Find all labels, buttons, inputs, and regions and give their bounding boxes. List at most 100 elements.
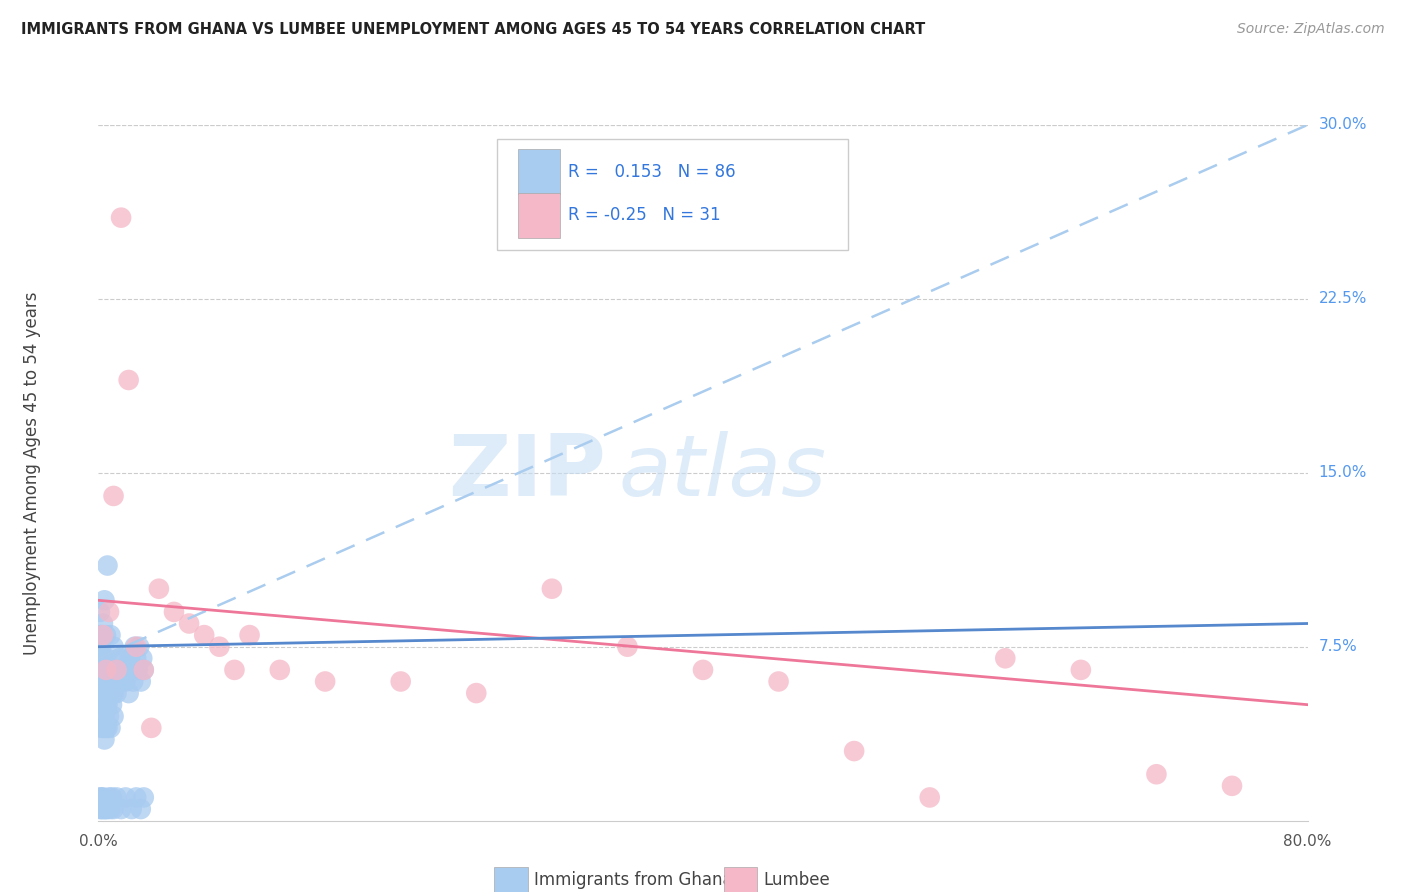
Point [121,663,143,677]
Text: ZIP: ZIP [449,431,606,515]
Text: 7.5%: 7.5% [1319,640,1357,654]
Point [94,674,117,689]
Point [89,802,111,816]
Text: IMMIGRANTS FROM GHANA VS LUMBEE UNEMPLOYMENT AMONG AGES 45 TO 54 YEARS CORRELATI: IMMIGRANTS FROM GHANA VS LUMBEE UNEMPLOY… [21,22,925,37]
Point [115,663,138,677]
Point [91,709,114,723]
Text: Immigrants from Ghana: Immigrants from Ghana [534,871,733,888]
Point [768,674,790,689]
Point [91,628,114,642]
Point [103,686,125,700]
Point [114,674,136,689]
Point [93,674,115,689]
Text: 30.0%: 30.0% [1319,118,1367,132]
Point [844,744,866,758]
Point [90,790,112,805]
Point [107,663,129,677]
Point [125,790,148,805]
Text: R =   0.153   N = 86: R = 0.153 N = 86 [568,163,735,181]
Point [94,651,117,665]
Point [94,802,117,816]
Point [163,605,186,619]
Point [90,721,112,735]
Point [131,651,153,665]
Point [124,640,146,654]
Point [91,616,114,631]
Point [89,790,111,805]
Point [91,663,114,677]
Point [121,802,143,816]
Point [100,721,122,735]
Text: Lumbee: Lumbee [763,871,830,888]
Point [90,686,112,700]
Point [98,605,121,619]
Point [692,663,714,677]
Point [90,640,112,654]
Text: R = -0.25   N = 31: R = -0.25 N = 31 [568,206,720,224]
Point [94,721,117,735]
Point [89,605,111,619]
Point [114,790,136,805]
Point [105,790,128,805]
Text: Source: ZipAtlas.com: Source: ZipAtlas.com [1237,22,1385,37]
Point [540,582,562,596]
Point [98,709,121,723]
Point [101,790,124,805]
Point [120,651,142,665]
FancyBboxPatch shape [517,193,561,238]
Point [96,558,118,573]
Point [90,674,112,689]
Point [91,790,114,805]
Point [93,732,115,747]
Point [177,616,201,631]
Point [389,674,412,689]
Point [96,674,118,689]
Point [100,628,122,642]
FancyBboxPatch shape [517,149,561,194]
Point [104,674,127,689]
Point [193,628,215,642]
Point [110,674,132,689]
Point [118,373,141,387]
FancyBboxPatch shape [724,866,758,892]
Text: 15.0%: 15.0% [1319,466,1367,480]
Point [103,802,125,816]
Point [132,790,155,805]
Point [91,686,114,700]
Point [89,698,111,712]
Point [96,698,118,712]
Point [93,663,115,677]
Point [103,489,125,503]
Point [100,674,122,689]
Point [89,674,111,689]
Point [105,686,128,700]
Point [224,663,246,677]
Point [90,663,112,677]
Point [90,802,112,816]
Point [90,698,112,712]
Point [96,721,118,735]
Point [129,674,152,689]
Point [122,674,145,689]
Point [132,663,155,677]
Point [103,709,125,723]
Point [616,640,638,654]
Text: Unemployment Among Ages 45 to 54 years: Unemployment Among Ages 45 to 54 years [22,291,41,655]
Point [94,628,117,642]
Point [110,211,132,225]
Point [918,790,941,805]
Point [239,628,262,642]
Point [93,686,115,700]
Point [90,651,112,665]
Point [96,802,118,816]
Point [111,663,134,677]
Text: atlas: atlas [619,431,827,515]
Text: 22.5%: 22.5% [1319,292,1367,306]
Point [98,663,121,677]
Point [94,698,117,712]
Point [98,790,121,805]
Point [314,674,336,689]
Point [100,802,122,816]
Point [112,651,135,665]
Point [132,663,155,677]
